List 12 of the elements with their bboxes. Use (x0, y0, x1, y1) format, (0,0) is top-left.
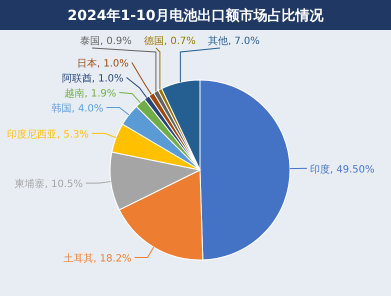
slice-label: 柬埔寨, 10.5% (14, 178, 83, 190)
slice-label: 印度尼西亚, 5.3% (7, 128, 89, 140)
slice-label: 泰国, 0.9% (80, 36, 132, 47)
slice-label: 印度, 49.50% (310, 163, 374, 176)
slice-label: 土耳其, 18.2% (63, 252, 132, 264)
slice-label: 其他, 7.0% (208, 35, 260, 47)
slice-label: 德国, 0.7% (144, 36, 196, 47)
slice-label: 阿联酋, 1.0% (62, 72, 124, 84)
slice-label: 日本, 1.0% (77, 57, 129, 70)
slice-label: 越南, 1.9% (64, 87, 116, 100)
slice-label: 韩国, 4.0% (52, 102, 104, 114)
chart-title: 2024年1-10月电池出口额市场占比情况 (68, 7, 324, 24)
